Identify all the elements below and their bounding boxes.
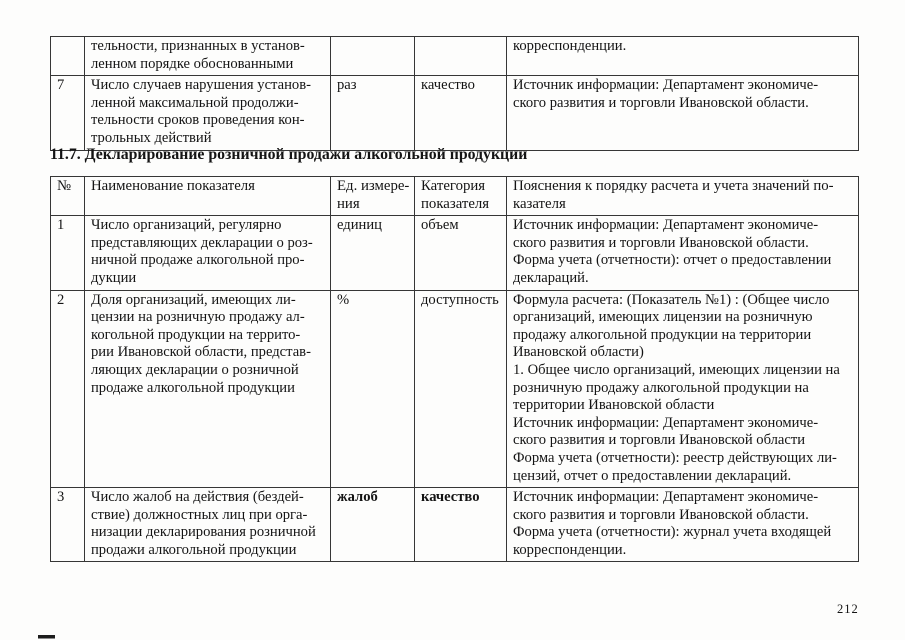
cell-unit: % <box>330 289 415 489</box>
table-row: 2 Доля организаций, имеющих ли- цензии н… <box>50 289 859 489</box>
cell-explanation: Источник информации: Департамент экономи… <box>506 487 859 563</box>
header-num: № <box>50 175 85 217</box>
header-category: Категория показателя <box>414 175 507 217</box>
cell-category <box>414 35 507 77</box>
cell-indicator-name: Число организаций, регулярно представляю… <box>84 215 331 291</box>
cell-indicator-name: Число жалоб на действия (бездей- ствие) … <box>84 487 331 563</box>
cell-unit: единиц <box>330 215 415 291</box>
cell-num: 3 <box>50 487 85 563</box>
cell-explanation: корреспонденции. <box>506 35 859 77</box>
cell-category: качество <box>414 487 507 563</box>
table-row: тельности, признанных в установ- ленном … <box>50 35 859 77</box>
header-unit: Ед. измере- ния <box>330 175 415 217</box>
header-indicator-name: Наименование показателя <box>84 175 331 217</box>
cell-num <box>50 35 85 77</box>
cell-explanation: Источник информации: Департамент экономи… <box>506 215 859 291</box>
cell-num: 2 <box>50 289 85 489</box>
cell-unit: жалоб <box>330 487 415 563</box>
table-header-row: № Наименование показателя Ед. измере- ни… <box>50 175 859 217</box>
section-heading: 11.7. Декларирование розничной продажи а… <box>50 146 528 163</box>
cell-unit <box>330 35 415 77</box>
top-table: тельности, признанных в установ- ленном … <box>50 35 859 151</box>
scan-mark-artifact <box>38 635 55 639</box>
table-row: 7 Число случаев нарушения установ- ленно… <box>50 75 859 151</box>
cell-num: 1 <box>50 215 85 291</box>
table-row: 3 Число жалоб на действия (бездей- ствие… <box>50 487 859 563</box>
cell-num: 7 <box>50 75 85 151</box>
cell-category: объем <box>414 215 507 291</box>
cell-unit: раз <box>330 75 415 151</box>
cell-indicator-name: Число случаев нарушения установ- ленной … <box>84 75 331 151</box>
cell-explanation: Источник информации: Департамент экономи… <box>506 75 859 151</box>
cell-category: доступность <box>414 289 507 489</box>
cell-indicator-name: тельности, признанных в установ- ленном … <box>84 35 331 77</box>
page-number: 212 <box>837 602 859 616</box>
cell-indicator-name: Доля организаций, имеющих ли- цензии на … <box>84 289 331 489</box>
table-row: 1 Число организаций, регулярно представл… <box>50 215 859 291</box>
cell-category: качество <box>414 75 507 151</box>
cell-explanation: Формула расчета: (Показатель №1) : (Обще… <box>506 289 859 489</box>
header-explanation: Пояснения к порядку расчета и учета знач… <box>506 175 859 217</box>
main-table: № Наименование показателя Ед. измере- ни… <box>50 175 859 563</box>
